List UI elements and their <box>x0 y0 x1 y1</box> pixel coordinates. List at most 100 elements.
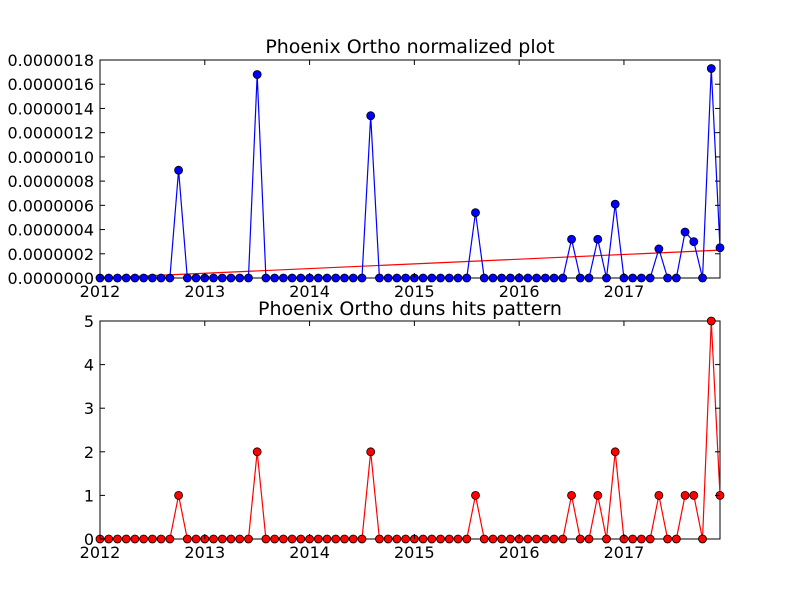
y-tick-label: 0.0000006 <box>7 196 94 215</box>
y-tick-label: 0.0000002 <box>7 245 94 264</box>
x-tick-label: 2012 <box>80 282 121 301</box>
x-tick-label: 2015 <box>394 543 435 562</box>
data-point <box>462 534 472 544</box>
data-point <box>506 534 515 544</box>
data-point <box>427 273 437 283</box>
data-point <box>497 534 507 544</box>
data-point <box>453 534 463 544</box>
data-point <box>567 234 576 244</box>
data-point <box>610 447 620 457</box>
data-point <box>654 244 664 254</box>
data-point <box>401 273 411 283</box>
data-point <box>331 273 341 283</box>
data-point <box>191 534 201 544</box>
data-point <box>532 534 542 544</box>
x-tick-label: 2016 <box>499 543 540 562</box>
data-point <box>628 534 638 544</box>
data-point <box>174 490 183 500</box>
data-point <box>156 273 166 283</box>
data-point <box>139 534 149 544</box>
data-point <box>113 273 122 283</box>
y-tick-label: 0.0000008 <box>7 172 94 191</box>
data-point <box>182 273 192 283</box>
data-point <box>375 273 384 283</box>
data-point <box>357 534 367 544</box>
data-point <box>479 273 489 283</box>
data-point <box>375 534 384 544</box>
data-point <box>436 534 445 544</box>
data-point <box>217 273 227 283</box>
x-tick-label: 2013 <box>184 543 225 562</box>
data-point <box>121 534 131 544</box>
data-point <box>322 273 332 283</box>
series-line <box>100 320 721 540</box>
data-point <box>680 490 690 500</box>
data-point <box>104 534 114 544</box>
data-point <box>392 273 402 283</box>
data-point <box>444 534 454 544</box>
data-point <box>575 273 585 283</box>
data-point <box>671 273 681 283</box>
data-point <box>558 273 568 283</box>
ticks-layer: 2012 2013 2014 2015 2016 2017 0 1 2 3 4 5 <box>80 312 720 562</box>
data-point <box>427 534 437 544</box>
data-point <box>366 111 376 121</box>
data-point <box>610 199 620 209</box>
y-tick-label: 0 <box>84 530 94 549</box>
data-point <box>313 273 323 283</box>
data-point <box>287 273 297 283</box>
axes-frame <box>99 59 721 279</box>
data-point <box>244 534 253 544</box>
data-point <box>593 490 603 500</box>
data-point <box>331 534 341 544</box>
x-tick-label: 2014 <box>289 543 330 562</box>
series-line <box>100 68 721 279</box>
data-point <box>348 534 358 544</box>
data-point <box>235 273 245 283</box>
x-tick-label: 2013 <box>184 282 225 301</box>
data-point <box>209 534 218 544</box>
data-point <box>226 534 236 544</box>
data-point <box>698 273 707 283</box>
data-point <box>322 534 332 544</box>
data-point <box>602 273 611 283</box>
data-point <box>147 273 157 283</box>
data-point <box>488 273 498 283</box>
data-point <box>165 273 175 283</box>
data-point <box>287 534 297 544</box>
y-tick-label: 0.0000000 <box>7 269 94 288</box>
data-point <box>628 273 638 283</box>
data-point <box>139 273 149 283</box>
data-point <box>121 273 131 283</box>
data-point <box>156 534 166 544</box>
data-point <box>663 534 673 544</box>
chart-title: Phoenix Ortho duns hits pattern <box>258 298 562 320</box>
y-tick-label: 1 <box>84 486 94 505</box>
y-tick-label: 0.0000010 <box>7 148 94 167</box>
data-point <box>488 534 498 544</box>
normalized-plot-chart: Phoenix Ortho normalized plot 2012 2013 20… <box>7 36 725 301</box>
data-point <box>444 273 454 283</box>
data-point <box>645 534 655 544</box>
data-point <box>191 273 201 283</box>
x-tick-label: 2016 <box>499 282 540 301</box>
y-tick-label: 0.0000014 <box>7 99 94 118</box>
data-point <box>689 237 699 247</box>
data-point <box>567 490 576 500</box>
data-point <box>130 273 140 283</box>
data-point <box>226 273 236 283</box>
data-point <box>532 273 542 283</box>
y-tick-label: 0.0000012 <box>7 124 94 143</box>
data-point <box>497 273 507 283</box>
plot-frame <box>99 59 721 279</box>
data-point <box>471 208 480 218</box>
data-point <box>252 70 262 79</box>
data-point <box>383 534 393 544</box>
data-point <box>313 534 323 544</box>
y-tick-label: 5 <box>84 312 94 331</box>
data-point <box>235 534 245 544</box>
plot-frame <box>99 320 721 540</box>
data-point <box>261 534 271 544</box>
data-point <box>462 273 472 283</box>
